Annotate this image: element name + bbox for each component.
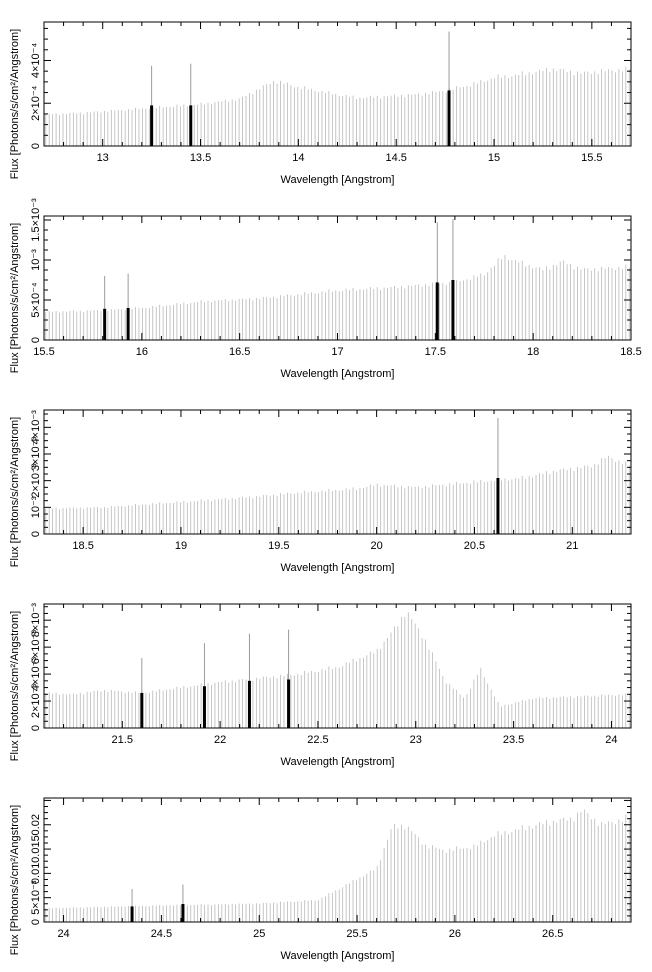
continuum-bars — [45, 612, 630, 728]
spectrum-panel-1: 13 13.5 14 14.5 15 15.5 0 2×10⁻⁴ 4×10⁻⁴ Wavelengt… — [9, 21, 632, 186]
x-axis-label: Wavelength [Angstrom] — [281, 756, 395, 768]
y-tick-label: 6×10⁻³ — [30, 630, 42, 665]
x-tick-label: 14.5 — [385, 152, 406, 164]
emission-line-bar — [189, 105, 193, 146]
y-tick-label: 2×10⁻³ — [30, 463, 42, 498]
emission-lines — [150, 31, 451, 146]
x-tick-label: 13.5 — [190, 152, 211, 164]
emission-line-bar — [496, 478, 500, 534]
x-tick-label: 20 — [371, 540, 383, 552]
x-tick-label: 15.5 — [581, 152, 602, 164]
emission-line-bar — [126, 308, 130, 340]
emission-line-bar — [150, 105, 154, 146]
x-tick-label: 17 — [331, 346, 343, 358]
y-tick-label: 0.015 — [30, 835, 42, 863]
x-tick-label: 15 — [488, 152, 500, 164]
x-tick-label: 18.5 — [72, 540, 93, 552]
x-tick-label: 21.5 — [112, 734, 133, 746]
y-tick-label: 0 — [30, 531, 42, 537]
x-axis-label: Wavelength [Angstrom] — [281, 174, 395, 186]
x-tick-label: 16.5 — [229, 346, 250, 358]
spectrum-panel-3: 18.5 19 19.5 20 20.5 21 0 10⁻³2×10⁻³3×10⁻³4×10⁻… — [9, 409, 632, 574]
x-tick-label: 21 — [566, 540, 578, 552]
x-tick-label: 19 — [175, 540, 187, 552]
y-tick-label: 0 — [30, 143, 42, 149]
spectrum-panel-2: 15.5 16 16.5 17 17.5 18 18.5 0 5×10⁻⁴ 10⁻³ 1.5×10⁻… — [9, 198, 642, 380]
x-tick-label: 17.5 — [425, 346, 446, 358]
emission-line-bar — [140, 692, 144, 728]
emission-line-bar — [435, 282, 439, 340]
x-axis-label: Wavelength [Angstrom] — [281, 950, 395, 962]
y-axis-label: Flux [Photons/s/cm²/Angstrom] — [9, 223, 21, 373]
x-tick-label: 26.5 — [542, 928, 563, 940]
x-tick-label: 24 — [605, 734, 617, 746]
y-tick-label: 0.02 — [30, 814, 42, 835]
x-tick-label: 18 — [527, 346, 539, 358]
continuum-bars — [45, 254, 630, 340]
x-tick-label: 23 — [410, 734, 422, 746]
y-tick-label: 3×10⁻³ — [30, 437, 42, 472]
emission-lines — [140, 629, 291, 728]
emission-line-bar — [247, 680, 251, 728]
emission-lines — [103, 219, 455, 340]
y-tick-label: 2×10⁻⁴ — [30, 85, 42, 121]
y-tick-label: 5×10⁻³ — [30, 880, 42, 915]
y-tick-label: 10⁻³ — [30, 496, 42, 518]
y-tick-label: 0 — [30, 725, 42, 731]
x-tick-label: 16 — [136, 346, 148, 358]
x-tick-label: 23.5 — [503, 734, 524, 746]
emission-line-bar — [447, 90, 451, 146]
x-tick-label: 24.5 — [151, 928, 172, 940]
emission-line-bar — [202, 686, 206, 728]
y-tick-label: 10⁻³ — [30, 249, 42, 271]
emission-lines — [496, 418, 500, 534]
y-tick-label: 1.5×10⁻³ — [30, 198, 42, 242]
y-tick-label: 4×10⁻⁴ — [30, 43, 42, 79]
x-tick-label: 22 — [214, 734, 226, 746]
x-tick-label: 25.5 — [346, 928, 367, 940]
y-tick-label: 4×10⁻³ — [30, 657, 42, 692]
emission-line-bar — [181, 904, 185, 922]
y-tick-label: 2×10⁻³ — [30, 684, 42, 719]
y-tick-label: 4×10⁻³ — [30, 410, 42, 445]
y-axis-label: Flux [Photons/s/cm²/Angstrom] — [9, 29, 21, 179]
x-tick-label: 13 — [97, 152, 109, 164]
y-axis-label: Flux [Photons/s/cm²/Angstrom] — [9, 611, 21, 761]
y-tick-label: 0 — [30, 337, 42, 343]
spectrum-panel-4: 21.5 22 22.5 23 23.5 24 0 2×10⁻³4×10⁻³6×10⁻³8×1… — [9, 603, 632, 768]
continuum-bars — [45, 66, 630, 146]
y-axis-label: Flux [Photons/s/cm²/Angstrom] — [9, 417, 21, 567]
x-tick-label: 15.5 — [33, 346, 54, 358]
x-tick-label: 20.5 — [464, 540, 485, 552]
x-tick-label: 25 — [253, 928, 265, 940]
x-tick-label: 14 — [292, 152, 304, 164]
y-tick-label: 5×10⁻⁴ — [30, 282, 42, 318]
emission-lines — [130, 884, 185, 922]
x-tick-label: 18.5 — [620, 346, 641, 358]
y-tick-label: 0.01 — [30, 863, 42, 884]
continuum-bars — [45, 455, 630, 534]
x-axis-label: Wavelength [Angstrom] — [281, 368, 395, 380]
y-tick-label: 0 — [30, 919, 42, 925]
y-tick-label: 8×10⁻³ — [30, 603, 42, 638]
x-tick-label: 24 — [57, 928, 69, 940]
x-tick-label: 26 — [449, 928, 461, 940]
emission-line-bar — [130, 906, 134, 922]
x-tick-label: 22.5 — [307, 734, 328, 746]
x-axis-label: Wavelength [Angstrom] — [281, 562, 395, 574]
x-tick-label: 19.5 — [268, 540, 289, 552]
emission-line-bar — [451, 280, 455, 340]
emission-line-bar — [103, 308, 107, 340]
continuum-bars — [45, 809, 630, 922]
emission-line-bar — [287, 679, 291, 728]
y-axis-label: Flux [Photons/s/cm²/Angstrom] — [9, 805, 21, 955]
